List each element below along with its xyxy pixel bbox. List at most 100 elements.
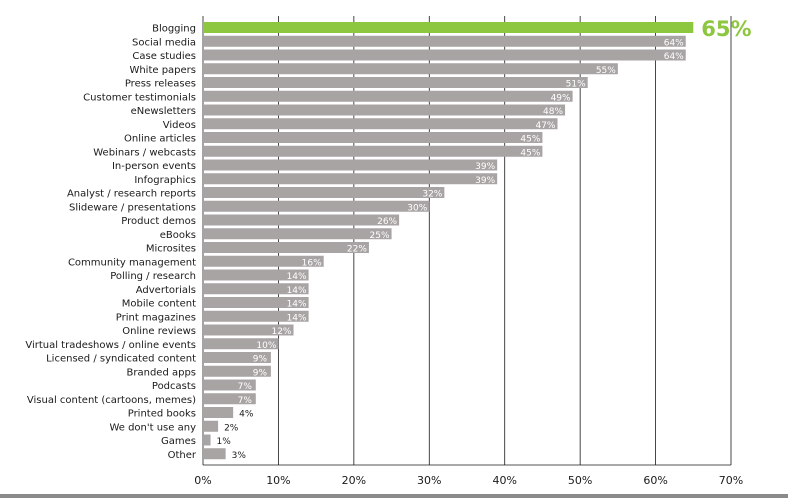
category-label: Polling / research [110,271,196,282]
bar [203,228,392,240]
bar [203,420,219,432]
value-label: 22% [347,245,367,255]
category-label: Games [161,436,196,447]
bar [203,63,618,75]
value-label: 14% [287,272,307,282]
category-labels: Blogging Social media Case studies White pa… [25,24,197,461]
x-tick-label: 60% [643,474,667,487]
value-labels: 65% 64% 64% 55% 51% 49% 48% 47% 45% 45% 39% 39% 32% 3… [217,17,752,461]
value-label: 14% [287,313,307,323]
value-label: 9% [253,368,268,378]
category-label: White papers [129,65,196,76]
category-label: Customer testimonials [83,92,196,103]
value-label: 51% [566,80,586,90]
bar [203,269,309,281]
value-label: 9% [253,355,268,365]
category-label: Online reviews [122,326,196,337]
bar [203,324,294,336]
category-label: We don't use any [109,422,196,433]
value-label: 64% [664,38,684,48]
value-label: 26% [377,217,397,227]
bar [203,214,400,226]
category-label: Printed books [128,409,196,420]
bar [203,255,324,267]
value-label: 2% [224,423,239,433]
category-label: Videos [163,120,196,131]
x-axis-tick-labels: 0% 10% 20% 30% 40% 50% 60% 70% [194,474,743,487]
category-label: Analyst / research reports [67,189,196,200]
value-label: 4% [239,410,254,420]
category-label: Podcasts [152,381,196,392]
bar [203,379,256,391]
category-label: Mobile content [122,299,196,310]
value-label: 7% [238,396,253,406]
bar [203,242,369,253]
bar [203,338,279,350]
category-label: Slideware / presentations [69,202,196,213]
value-label: 1% [217,437,232,447]
x-tick-label: 30% [417,474,441,487]
value-label: 45% [520,148,540,158]
category-label: Product demos [121,216,196,227]
bar [203,365,271,377]
bar [203,448,226,460]
category-label: Press releases [125,79,196,90]
bar [203,200,430,212]
bar [203,118,558,130]
bar [203,49,686,61]
bar [203,352,271,363]
category-label: In-person events [112,161,196,172]
bar [203,22,694,33]
value-label: 16% [302,258,322,268]
x-tick-label: 50% [568,474,592,487]
bar [203,434,211,446]
bar [203,90,573,102]
value-label: 45% [520,135,540,145]
bar [203,159,498,171]
value-label: 39% [475,162,495,172]
value-label: 3% [232,451,247,461]
value-label: 14% [287,300,307,310]
value-label: 65% [701,17,751,41]
value-label: 32% [422,190,442,200]
category-label: Visual content (cartoons, memes) [27,395,196,406]
value-label: 48% [543,107,563,117]
bar [203,77,588,88]
category-label: Webinars / webcasts [93,147,196,158]
category-label: Blogging [152,24,196,35]
category-label: Online articles [124,134,196,145]
category-label: Case studies [132,51,196,62]
x-tick-label: 40% [492,474,516,487]
x-tick-label: 20% [342,474,366,487]
x-tick-label: 0% [194,474,211,487]
bar [203,283,309,295]
bar [203,173,498,185]
category-label: eNewsletters [131,106,196,117]
category-label: Virtual tradeshows / online events [25,340,196,351]
category-label: Branded apps [127,367,197,378]
value-label: 12% [271,327,291,337]
category-label: Print magazines [116,312,196,323]
category-label: Microsites [146,244,196,255]
value-label: 47% [535,121,555,131]
value-label: 39% [475,176,495,186]
value-label: 10% [256,341,276,351]
bar [203,35,686,47]
x-tick-label: 70% [719,474,743,487]
bottom-divider [0,494,788,498]
bars [203,22,694,460]
bar [203,187,445,198]
bar [203,104,566,116]
category-label: Licensed / syndicated content [46,354,196,365]
bar [203,310,309,322]
category-label: Advertorials [136,285,196,296]
value-label: 25% [370,231,390,241]
value-label: 30% [407,203,427,213]
category-label: eBooks [160,230,196,241]
category-label: Community management [68,257,196,268]
bar [203,297,309,308]
x-tick-label: 10% [266,474,290,487]
value-label: 55% [596,66,616,76]
value-label: 49% [551,93,571,103]
